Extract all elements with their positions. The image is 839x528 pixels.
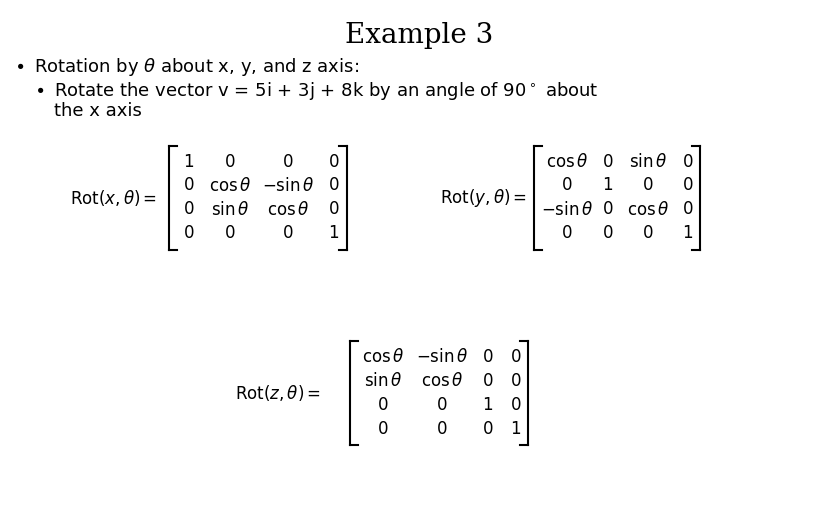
Text: $1$: $1$ bbox=[482, 397, 493, 413]
Text: $0$: $0$ bbox=[224, 225, 236, 242]
Text: $0$: $0$ bbox=[328, 154, 340, 171]
Text: $\sin\theta$: $\sin\theta$ bbox=[364, 372, 402, 390]
Text: $\sin\theta$: $\sin\theta$ bbox=[628, 153, 667, 171]
Text: $0$: $0$ bbox=[561, 177, 573, 194]
Text: $0$: $0$ bbox=[602, 154, 613, 171]
Text: $1$: $1$ bbox=[184, 154, 195, 171]
Text: $0$: $0$ bbox=[224, 154, 236, 171]
Text: $0$: $0$ bbox=[482, 372, 493, 390]
Text: $0$: $0$ bbox=[682, 154, 694, 171]
Text: $0$: $0$ bbox=[561, 225, 573, 242]
Text: $1$: $1$ bbox=[328, 225, 340, 242]
Text: $-\sin\theta$: $-\sin\theta$ bbox=[541, 201, 593, 219]
Text: $\bullet$: $\bullet$ bbox=[34, 80, 44, 98]
Text: $0$: $0$ bbox=[510, 397, 522, 413]
Text: $0$: $0$ bbox=[682, 202, 694, 219]
Text: $0$: $0$ bbox=[436, 420, 448, 438]
Text: $0$: $0$ bbox=[183, 177, 195, 194]
Text: $\cos\theta$: $\cos\theta$ bbox=[267, 201, 310, 219]
Text: $0$: $0$ bbox=[378, 420, 388, 438]
Text: $0$: $0$ bbox=[643, 177, 654, 194]
Text: $0$: $0$ bbox=[183, 225, 195, 242]
Text: Example 3: Example 3 bbox=[345, 22, 493, 49]
Text: $\cos\theta$: $\cos\theta$ bbox=[420, 372, 463, 390]
Text: $0$: $0$ bbox=[482, 348, 493, 365]
Text: $\sin\theta$: $\sin\theta$ bbox=[211, 201, 249, 219]
Text: $0$: $0$ bbox=[183, 202, 195, 219]
Text: $0$: $0$ bbox=[682, 177, 694, 194]
Text: $\cos\theta$: $\cos\theta$ bbox=[545, 153, 588, 171]
Text: the x axis: the x axis bbox=[54, 102, 142, 120]
Text: $0$: $0$ bbox=[436, 397, 448, 413]
Text: $\mathrm{Rot}(x,\theta)=$: $\mathrm{Rot}(x,\theta)=$ bbox=[70, 188, 157, 208]
Text: $0$: $0$ bbox=[378, 397, 388, 413]
Text: $0$: $0$ bbox=[482, 420, 493, 438]
Text: $0$: $0$ bbox=[282, 154, 294, 171]
Text: $0$: $0$ bbox=[510, 348, 522, 365]
Text: $\cos\theta$: $\cos\theta$ bbox=[362, 348, 404, 366]
Text: $\bullet$: $\bullet$ bbox=[14, 56, 24, 74]
Text: $-\sin\theta$: $-\sin\theta$ bbox=[262, 177, 314, 195]
Text: $-\sin\theta$: $-\sin\theta$ bbox=[416, 348, 468, 366]
Text: Rotate the vector v = 5i + 3j + 8k by an angle of 90$^\circ$ about: Rotate the vector v = 5i + 3j + 8k by an… bbox=[54, 80, 598, 102]
Text: $0$: $0$ bbox=[602, 225, 613, 242]
Text: $0$: $0$ bbox=[328, 177, 340, 194]
Text: $\mathrm{Rot}(y,\theta)=$: $\mathrm{Rot}(y,\theta)=$ bbox=[440, 187, 527, 209]
Text: $0$: $0$ bbox=[602, 202, 613, 219]
Text: $0$: $0$ bbox=[328, 202, 340, 219]
Text: $1$: $1$ bbox=[682, 225, 694, 242]
Text: $0$: $0$ bbox=[282, 225, 294, 242]
Text: $\mathrm{Rot}(z,\theta)=$: $\mathrm{Rot}(z,\theta)=$ bbox=[235, 383, 321, 403]
Text: $0$: $0$ bbox=[643, 225, 654, 242]
Text: $1$: $1$ bbox=[602, 177, 613, 194]
Text: $\cos\theta$: $\cos\theta$ bbox=[209, 177, 251, 195]
Text: $\cos\theta$: $\cos\theta$ bbox=[627, 201, 670, 219]
Text: $0$: $0$ bbox=[510, 372, 522, 390]
Text: Rotation by $\theta$ about x, y, and z axis:: Rotation by $\theta$ about x, y, and z a… bbox=[34, 56, 359, 78]
Text: $1$: $1$ bbox=[510, 420, 522, 438]
